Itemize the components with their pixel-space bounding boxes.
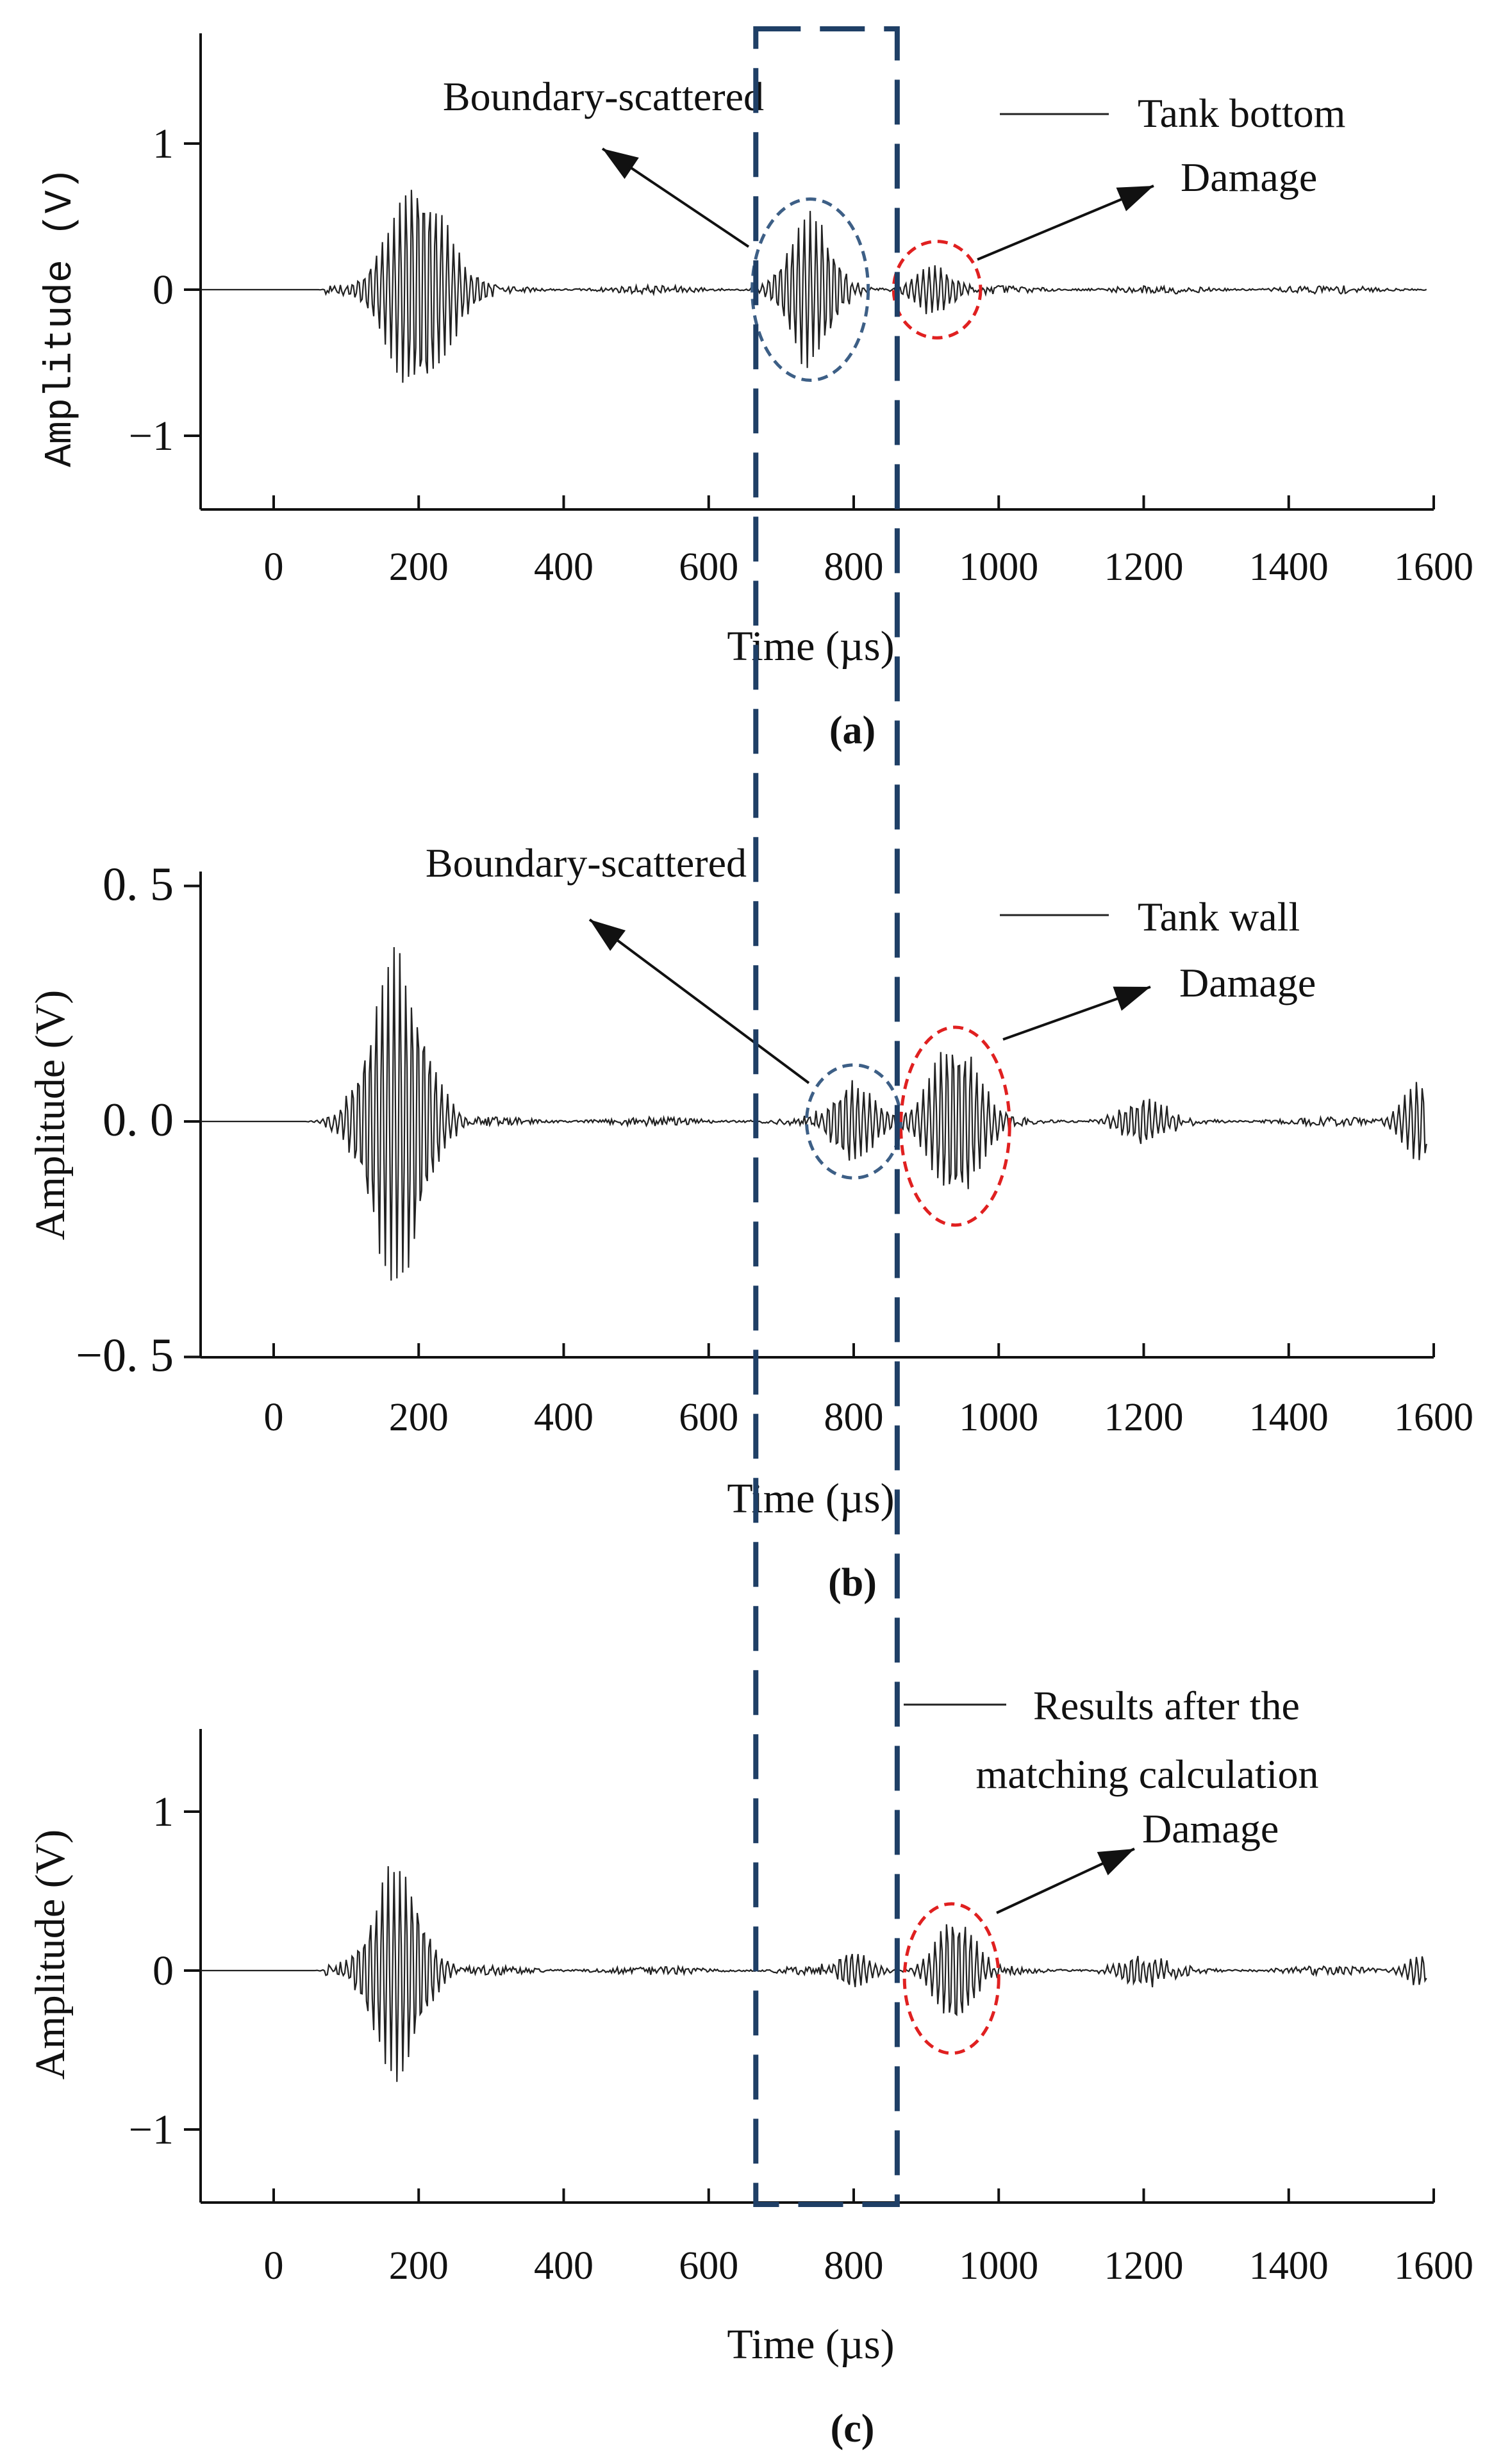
panel-a-boundary-arrow-head — [602, 149, 639, 179]
panel-c-xtick-label: 1600 — [1394, 2244, 1473, 2288]
common-time-window — [753, 26, 900, 2207]
panel-b-xtick-label: 0 — [264, 1396, 284, 1439]
panel-a-damage-label: Damage — [1181, 154, 1317, 200]
panel-b-xtick-label: 1000 — [959, 1396, 1038, 1439]
panel-b-ytick-label: 0. 0 — [103, 1094, 174, 1146]
panel-b-y-axis-title: Amplitude (V) — [27, 990, 74, 1240]
panel-c-damage-arrow-head — [1097, 1849, 1134, 1876]
panel-c-ytick-label: −1 — [129, 2106, 174, 2153]
panel-c-xtick-label: 0 — [264, 2244, 284, 2288]
panel-c-y-axis-title: Amplitude (V) — [27, 1830, 74, 2080]
panel-b-label: (b) — [828, 1561, 877, 1605]
panel-c-xtick-label: 400 — [534, 2244, 593, 2288]
panel-b-xtick-label: 200 — [389, 1396, 449, 1439]
panel-b-boundary-arrow-head — [590, 920, 626, 951]
panel-c-label: (c) — [831, 2407, 875, 2451]
panel-a-xtick-label: 200 — [389, 545, 449, 589]
panel-a-damage-ellipse — [892, 240, 983, 340]
panel-c-ytick-label: 1 — [153, 1789, 174, 1835]
panel-b-legend-text: Tank wall — [1138, 894, 1300, 939]
panel-c-damage-label: Damage — [1142, 1806, 1279, 1851]
panel-a-xtick-label: 1400 — [1249, 545, 1329, 589]
panel-a-xtick-label: 0 — [264, 545, 284, 589]
panel-b-ytick-label: −0. 5 — [76, 1330, 174, 1382]
panel-a-xtick-label: 1000 — [959, 545, 1038, 589]
panel-c-x-axis-title: Time (µs) — [727, 2321, 894, 2368]
panel-b-xtick-label: 1600 — [1394, 1396, 1473, 1439]
panel-a-ytick-label: −1 — [129, 413, 174, 459]
panel-b-x-axis-title: Time (µs) — [727, 1475, 894, 1522]
panel-a-xtick-label: 400 — [534, 545, 593, 589]
panel-c-ytick-label: 0 — [153, 1947, 174, 1994]
panel-c-xtick-label: 600 — [679, 2244, 738, 2288]
panel-b-damage-ellipse — [899, 1025, 1011, 1227]
panel-b-boundary-arrow — [588, 918, 810, 1084]
panel-a-xtick-label: 800 — [824, 545, 884, 589]
panel-b-damage-label: Damage — [1179, 960, 1316, 1005]
panel-b-xtick-label: 1200 — [1104, 1396, 1184, 1439]
panel-b-xtick-label: 1400 — [1249, 1396, 1329, 1439]
panel-a-x-axis-title: Time (µs) — [727, 623, 894, 670]
panel-c-damage-ellipse — [902, 1902, 1000, 2055]
panel-a-label: (a) — [829, 709, 875, 752]
panel-b-xtick-label: 400 — [534, 1396, 593, 1439]
panel-c-xtick-label: 1400 — [1249, 2244, 1329, 2288]
panel-c-xtick-label: 1000 — [959, 2244, 1038, 2288]
panel-c-xtick-label: 1200 — [1104, 2244, 1184, 2288]
panel-a-xtick-label: 600 — [679, 545, 738, 589]
panel-b-damage-arrow-head — [1113, 986, 1150, 1011]
panel-a-ytick-label: 0 — [153, 267, 174, 313]
panel-a-xtick-label: 1600 — [1394, 545, 1473, 589]
panel-c-xtick-label: 200 — [389, 2244, 449, 2288]
panel-c-legend-text: matching calculation — [976, 1751, 1319, 1797]
panel-b-signal-line — [201, 947, 1427, 1281]
chart-content-layer: 0 200 400 600 800 1000 1200 1400 160010−1Amplitu… — [27, 26, 1473, 2451]
panel-a-y-axis-title: Amplitude (V) — [39, 167, 83, 467]
panel-a-signal-line — [201, 190, 1427, 383]
panel-b-xtick-label: 800 — [824, 1396, 884, 1439]
panel-a-xtick-label: 1200 — [1104, 545, 1184, 589]
panel-a-damage-arrow-head — [1116, 186, 1154, 211]
panel-a-legend-text: Tank bottom — [1138, 90, 1345, 136]
panel-a-ytick-label: 1 — [153, 120, 174, 167]
panel-c-legend-text: Results after the — [1033, 1683, 1300, 1728]
panel-a-boundary-ellipse — [751, 197, 870, 382]
panel-b-boundary-label: Boundary-scattered — [426, 840, 747, 886]
panel-b-ytick-label: 0. 5 — [103, 859, 174, 911]
panel-c-signal-line — [201, 1866, 1427, 2082]
panel-b-xtick-label: 600 — [679, 1396, 738, 1439]
panel-a-boundary-label: Boundary-scattered — [443, 74, 764, 119]
panel-c-xtick-label: 800 — [824, 2244, 884, 2288]
